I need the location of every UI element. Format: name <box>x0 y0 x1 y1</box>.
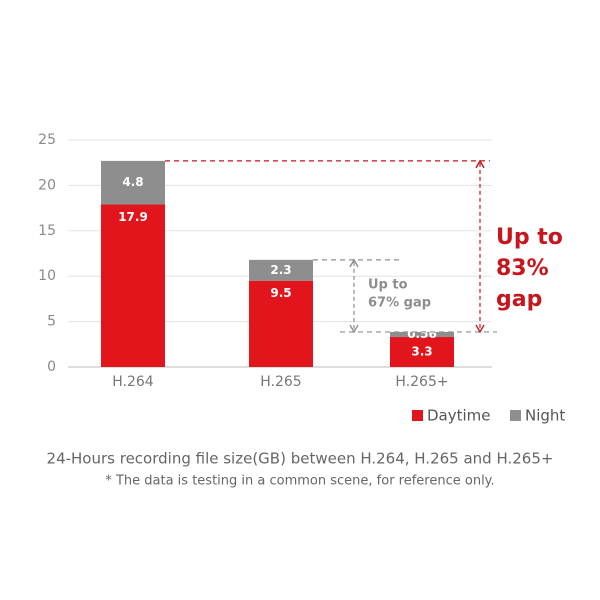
y-tick-label: 15 <box>38 223 56 239</box>
arrow-head <box>349 258 359 268</box>
bar-segment <box>390 337 454 367</box>
annotation: 83% <box>496 256 549 281</box>
x-tick-label: H.264 <box>112 374 154 390</box>
value-label: 3.3 <box>411 345 432 359</box>
value-label: 4.8 <box>122 175 143 189</box>
annotation: Up to <box>496 225 563 250</box>
annotation: gap <box>496 287 542 312</box>
legend-label: Night <box>525 407 565 425</box>
legend-swatch <box>412 410 423 421</box>
caption: 24-Hours recording file size(GB) between… <box>47 450 554 468</box>
bar-segment <box>249 280 313 367</box>
arrow-head <box>475 159 485 169</box>
bar-segment <box>101 160 165 205</box>
legend-swatch <box>510 410 521 421</box>
annotation: 67% gap <box>368 296 431 311</box>
y-tick-label: 25 <box>38 132 56 148</box>
x-tick-label: H.265 <box>260 374 301 390</box>
y-tick-label: 0 <box>47 359 56 375</box>
annotation: Up to <box>368 278 408 293</box>
value-label: 17.9 <box>118 210 148 224</box>
arrow-head <box>349 324 359 334</box>
bar-segment <box>249 259 313 281</box>
y-tick-label: 10 <box>38 268 56 284</box>
bar-segment <box>390 331 454 338</box>
value-label: 0.56 <box>407 327 437 341</box>
value-label: 9.5 <box>270 286 291 300</box>
legend-label: Daytime <box>427 407 491 425</box>
arrow-head <box>475 324 485 334</box>
x-tick-label: H.265+ <box>395 374 448 390</box>
y-tick-label: 5 <box>47 314 56 330</box>
note: * The data is testing in a common scene,… <box>105 474 494 489</box>
value-label: 2.3 <box>270 263 291 277</box>
bar-segment <box>101 204 165 367</box>
y-tick-label: 20 <box>38 177 56 193</box>
